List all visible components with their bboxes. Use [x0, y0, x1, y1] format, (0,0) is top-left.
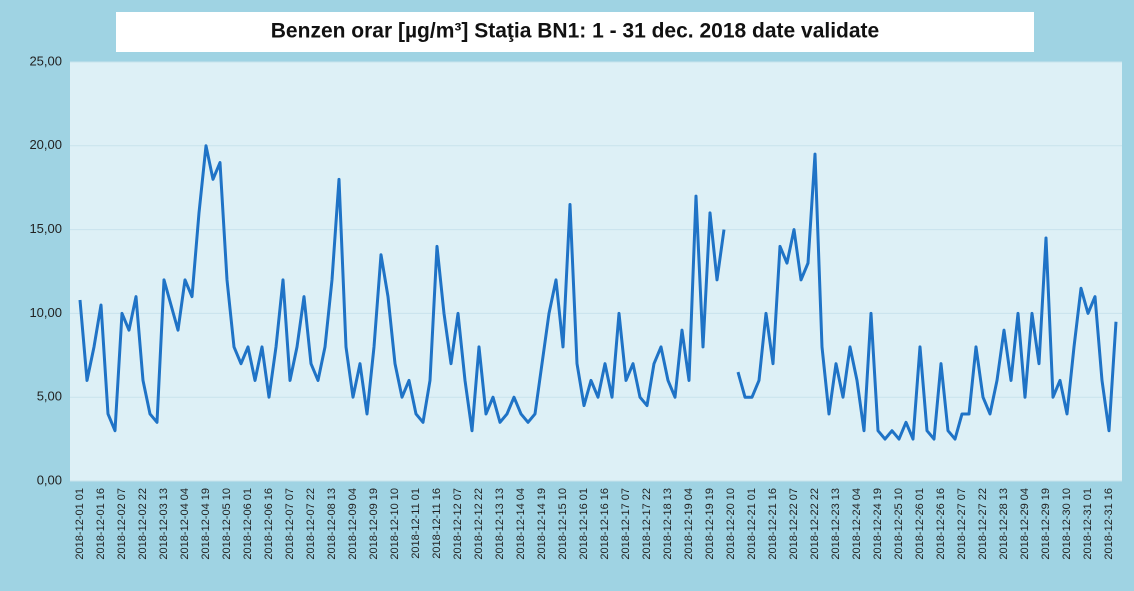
- x-tick-label: 2018-12-09 04: [347, 488, 359, 560]
- x-tick-label: 2018-12-20 10: [725, 488, 737, 560]
- x-tick-label: 2018-12-04 19: [200, 488, 212, 560]
- x-tick-label: 2018-12-22 07: [788, 488, 800, 560]
- x-tick-label: 2018-12-24 19: [872, 488, 884, 560]
- x-tick-label: 2018-12-10 10: [389, 488, 401, 560]
- x-tick-label: 2018-12-29 19: [1040, 488, 1052, 560]
- x-tick-label: 2018-12-11 01: [410, 488, 422, 559]
- x-tick-label: 2018-12-26 01: [914, 488, 926, 560]
- x-tick-label: 2018-12-31 16: [1103, 488, 1115, 560]
- chart-title: Benzen orar [µg/m³] Staţia BN1: 1 - 31 d…: [271, 20, 879, 43]
- x-tick-label: 2018-12-24 04: [851, 488, 863, 560]
- x-tick-label: 2018-12-07 22: [305, 488, 317, 560]
- x-tick-label: 2018-12-02 22: [137, 488, 149, 560]
- x-tick-label: 2018-12-19 04: [683, 488, 695, 560]
- x-tick-label: 2018-12-15 10: [557, 488, 569, 560]
- x-tick-label: 2018-12-28 13: [998, 488, 1010, 560]
- x-tick-label: 2018-12-16 01: [578, 488, 590, 560]
- x-tick-label: 2018-12-31 01: [1082, 488, 1094, 560]
- x-tick-label: 2018-12-02 07: [116, 488, 128, 560]
- x-tick-label: 2018-12-30 10: [1061, 488, 1073, 560]
- x-tick-label: 2018-12-14 04: [515, 488, 527, 560]
- y-tick-label: 25,00: [29, 53, 62, 68]
- x-tick-label: 2018-12-27 07: [956, 488, 968, 560]
- x-tick-label: 2018-12-25 10: [893, 488, 905, 560]
- x-tick-label: 2018-12-13 13: [494, 488, 506, 560]
- x-tick-label: 2018-12-29 04: [1019, 488, 1031, 560]
- x-tick-label: 2018-12-17 07: [620, 488, 632, 560]
- x-tick-label: 2018-12-21 01: [746, 488, 758, 560]
- x-tick-label: 2018-12-08 13: [326, 488, 338, 560]
- x-tick-label: 2018-12-23 13: [830, 488, 842, 560]
- x-tick-label: 2018-12-26 16: [935, 488, 947, 560]
- data-line: [78, 144, 1118, 441]
- x-tick-label: 2018-12-18 13: [662, 488, 674, 560]
- y-tick-label: 15,00: [29, 221, 62, 236]
- x-tick-label: 2018-12-14 19: [536, 488, 548, 560]
- x-tick-label: 2018-12-01 16: [95, 488, 107, 560]
- x-tick-label: 2018-12-21 16: [767, 488, 779, 560]
- x-tick-label: 2018-12-04 04: [179, 488, 191, 560]
- x-tick-label: 2018-12-22 22: [809, 488, 821, 560]
- x-tick-label: 2018-12-19 19: [704, 488, 716, 560]
- x-tick-label: 2018-12-09 19: [368, 488, 380, 560]
- y-tick-label: 20,00: [29, 137, 62, 152]
- y-tick-label: 0,00: [37, 472, 62, 487]
- y-tick-label: 5,00: [37, 389, 62, 404]
- x-tick-label: 2018-12-27 22: [977, 488, 989, 560]
- x-tick-label: 2018-12-06 16: [263, 488, 275, 560]
- title-box: [116, 12, 1034, 52]
- x-tick-label: 2018-12-17 22: [641, 488, 653, 560]
- x-tick-label: 2018-12-16 16: [599, 488, 611, 560]
- x-tick-label: 2018-12-05 10: [221, 488, 233, 560]
- y-tick-label: 10,00: [29, 305, 62, 320]
- x-tick-label: 2018-12-11 16: [431, 488, 443, 559]
- x-tick-label: 2018-12-03 13: [158, 488, 170, 560]
- x-tick-label: 2018-12-12 22: [473, 488, 485, 560]
- x-tick-label: 2018-12-07 07: [284, 488, 296, 560]
- x-tick-label: 2018-12-01 01: [74, 488, 86, 560]
- x-tick-label: 2018-12-12 07: [452, 488, 464, 560]
- x-tick-label: 2018-12-06 01: [242, 488, 254, 560]
